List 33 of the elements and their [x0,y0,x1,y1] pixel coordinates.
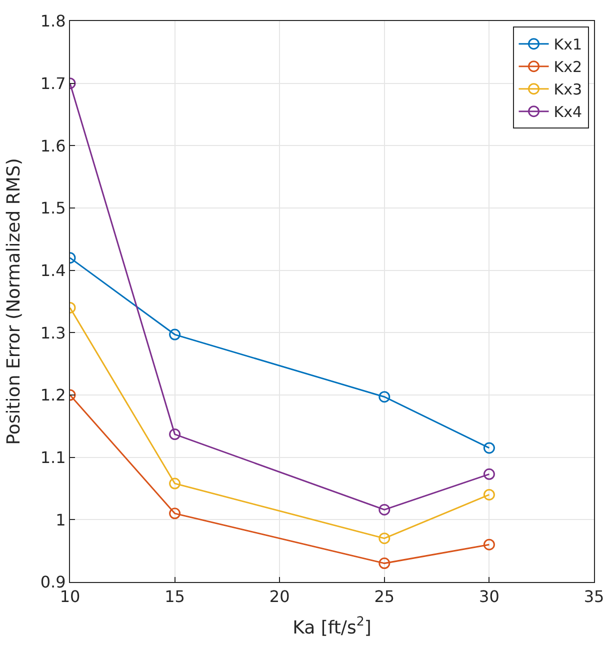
point [169,478,181,490]
legend-label: Kx4 [554,103,582,122]
y-tick-label: 1.8 [40,12,66,31]
y-tick-label: 1.5 [40,198,66,218]
y-axis-title: Position Error (Normalized RMS) [4,158,25,445]
x-tick-label: 10 [60,587,80,606]
x-tick-label: 20 [269,587,290,606]
point [483,468,495,480]
x-tick-label: 25 [374,587,395,606]
point [483,538,495,550]
x-tick-label: 35 [584,587,604,606]
y-tick-label: 1.6 [40,136,66,156]
point [169,508,181,520]
point [169,428,181,440]
point [378,532,390,544]
x-tick-label: 15 [164,587,185,606]
point [483,488,495,500]
y-tick-label: 1.2 [40,386,66,405]
x-axis-title: Ka [ft/s$^{2}$] [292,614,372,638]
legend-label: Kx1 [554,36,582,54]
y-tick-label: 1.7 [40,74,66,93]
y-tick-label: 1.1 [40,448,66,467]
x-tick-label: 30 [479,587,500,606]
legend-label: Kx3 [554,80,582,99]
legend-label: Kx2 [554,58,582,76]
point [378,558,390,570]
point [378,391,390,403]
y-tick-label: 1.4 [40,260,66,280]
point [378,504,390,516]
y-tick-label: 1.3 [40,323,66,342]
point [483,442,495,454]
point [169,328,181,340]
y-tick-label: 1 [56,510,66,530]
